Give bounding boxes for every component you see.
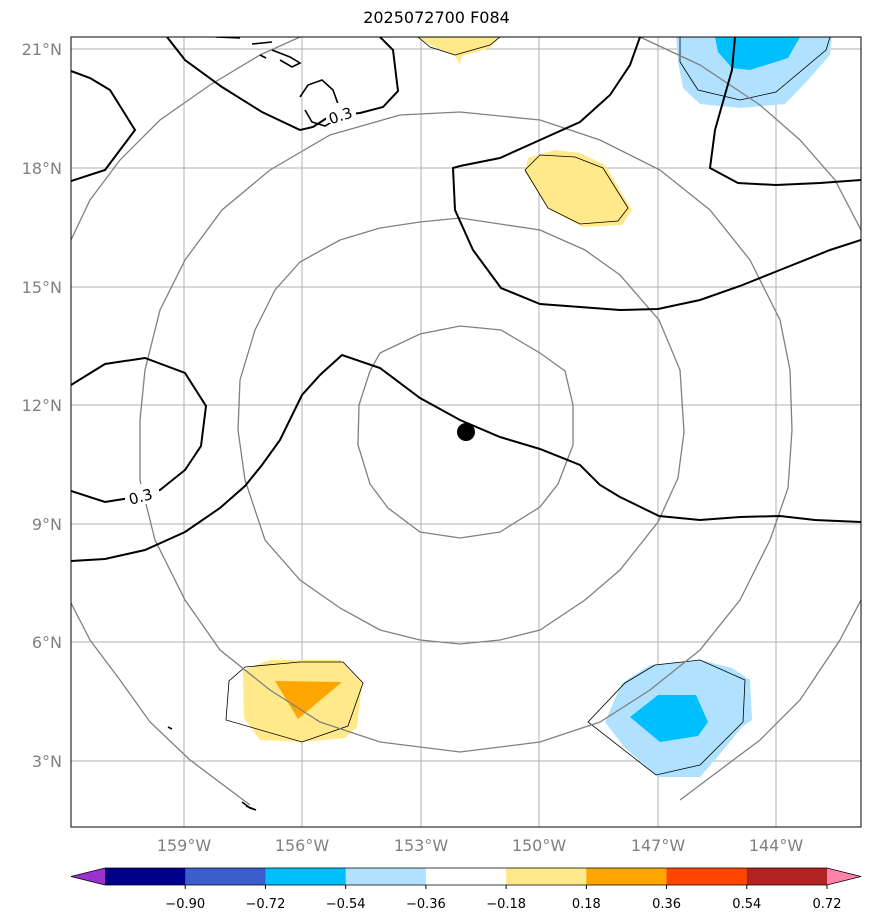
contour-label-bg-1: [326, 103, 356, 123]
lat-label-9n: 9°N: [32, 515, 62, 534]
lat-label-18n: 18°N: [22, 159, 62, 178]
negative-anomaly-bottomright-core: [630, 695, 708, 742]
map-area: 0.3 0.3: [71, 37, 861, 827]
colorbar-tick-label: −0.18: [486, 897, 526, 912]
map-frame: [70, 36, 862, 828]
lon-label-153w: 153°W: [394, 836, 449, 855]
colorbar-outline: [70, 867, 862, 886]
colorbar-segment: [345, 868, 427, 885]
colorbar-segment: [586, 868, 668, 885]
colorbar-extend-high: [827, 868, 861, 885]
negative-anomaly-topright-core: [715, 37, 800, 70]
colorbar-tick-label: −0.72: [246, 897, 286, 912]
colorbar-segment: [506, 868, 587, 885]
plot-title: 2025072700 F084: [363, 8, 510, 27]
range-rings: [71, 37, 861, 806]
anomaly-outlines: [225, 37, 831, 776]
lon-labels: 159°W 156°W 153°W 150°W 147°W 144°W: [157, 836, 804, 855]
negative-anomaly-topright: [676, 37, 832, 108]
colorbar-tick-label: 0.36: [652, 897, 681, 912]
colorbar: −0.90 −0.72 −0.54 −0.36 −0.18 0.18 0.36 0.54 0.7…: [70, 867, 862, 912]
colorbar-tick-label: −0.54: [326, 897, 366, 912]
lon-label-147w: 147°W: [631, 836, 686, 855]
storm-center-marker: [457, 423, 475, 441]
positive-anomaly-top: [418, 37, 500, 65]
contour-label-lower: 0.3: [127, 485, 155, 509]
lat-labels: 21°N 18°N 15°N 12°N 9°N 6°N 3°N: [22, 40, 62, 771]
lon-label-150w: 150°W: [512, 836, 567, 855]
contour-label-bg-2: [125, 484, 159, 504]
colorbar-tick-label: −0.36: [406, 897, 446, 912]
lat-label-21n: 21°N: [22, 40, 62, 59]
anomaly-shading: [243, 37, 832, 777]
lat-label-6n: 6°N: [32, 633, 62, 652]
colorbar-tick-label: −0.90: [165, 897, 205, 912]
colorbar-tick-label: 0.72: [813, 897, 842, 912]
lat-label-15n: 15°N: [22, 278, 62, 297]
positive-anomaly-mid: [525, 150, 632, 227]
colorbar-segment: [105, 868, 186, 885]
colorbar-segment: [666, 868, 748, 885]
colorbar-segment: [265, 868, 347, 885]
colorbar-segment: [185, 868, 266, 885]
lat-label-12n: 12°N: [22, 396, 62, 415]
contours: [71, 37, 861, 562]
colorbar-segment: [746, 868, 828, 885]
colorbar-extend-low: [71, 868, 105, 885]
positive-anomaly-bottomleft-core: [275, 681, 342, 719]
lat-label-3n: 3°N: [32, 752, 62, 771]
colorbar-tick-label: 0.54: [732, 897, 761, 912]
colorbar-segment: [425, 868, 507, 885]
colorbar-tick-label: 0.18: [572, 897, 601, 912]
lon-label-144w: 144°W: [749, 836, 804, 855]
lon-label-156w: 156°W: [275, 836, 330, 855]
lon-label-159w: 159°W: [157, 836, 212, 855]
